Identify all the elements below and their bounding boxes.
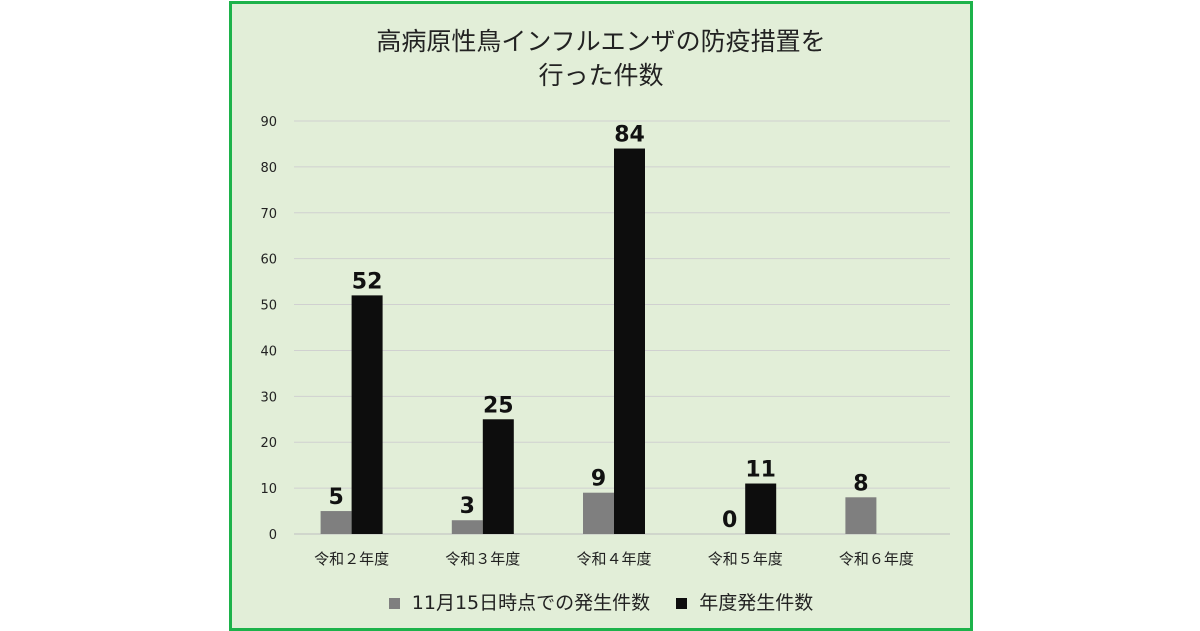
legend: 11月15日時点での発生件数 年度発生件数 xyxy=(232,588,970,615)
bar-series-1-3 xyxy=(583,492,614,534)
bar-series-2-4 xyxy=(745,483,777,534)
bar-series-1-2 xyxy=(451,520,483,534)
data-label: 52 xyxy=(352,269,383,294)
y-tick-label: 50 xyxy=(260,299,277,314)
bar-series-1-5 xyxy=(845,497,877,534)
legend-label-series-1: 11月15日時点での発生件数 xyxy=(411,592,651,614)
bar-series-1-1 xyxy=(320,511,352,534)
data-label: 8 xyxy=(853,471,868,496)
legend-item-series-1: 11月15日時点での発生件数 xyxy=(388,588,651,615)
data-label: 0 xyxy=(722,508,737,533)
bar-chart: 0102030405060708090552令和２年度325令和３年度984令和… xyxy=(260,115,950,568)
bar-series-2-1 xyxy=(351,295,383,534)
y-tick-label: 10 xyxy=(260,482,277,497)
bar-series-2-2 xyxy=(482,419,514,534)
legend-item-series-2: 年度発生件数 xyxy=(676,588,813,615)
y-tick-label: 20 xyxy=(260,436,277,451)
y-tick-label: 30 xyxy=(260,390,277,405)
data-label: 84 xyxy=(614,123,645,148)
chart-frame: 高病原性鳥インフルエンザの防疫措置を 行った件数 0 10 20 30 40 50 60 70… xyxy=(229,1,973,631)
data-label: 5 xyxy=(328,485,343,510)
y-tick-label: 70 xyxy=(260,207,277,222)
x-tick-label: 令和３年度 xyxy=(445,550,520,568)
x-tick-label: 令和４年度 xyxy=(576,550,651,568)
data-label: 9 xyxy=(591,467,606,492)
x-tick-label: 令和５年度 xyxy=(708,550,783,568)
legend-swatch-series-2 xyxy=(676,598,688,609)
y-tick-label: 60 xyxy=(260,253,277,268)
legend-label-series-2: 年度発生件数 xyxy=(699,592,814,614)
data-label: 3 xyxy=(460,494,475,519)
chart-title-line2: 行った件数 xyxy=(538,61,664,90)
y-tick-label: 40 xyxy=(260,344,277,359)
bar-series-2-3 xyxy=(614,148,645,535)
x-tick-label: 令和２年度 xyxy=(314,550,389,568)
legend-swatch-series-1 xyxy=(388,598,400,609)
data-label: 11 xyxy=(745,458,776,483)
y-tick-label: 80 xyxy=(260,161,277,176)
y-tick-label: 0 xyxy=(269,528,277,543)
x-tick-label: 令和６年度 xyxy=(839,550,914,568)
chart-title-line1: 高病原性鳥インフルエンザの防疫措置を xyxy=(376,27,826,56)
y-tick-label: 90 xyxy=(260,115,277,130)
data-label: 25 xyxy=(483,393,514,418)
